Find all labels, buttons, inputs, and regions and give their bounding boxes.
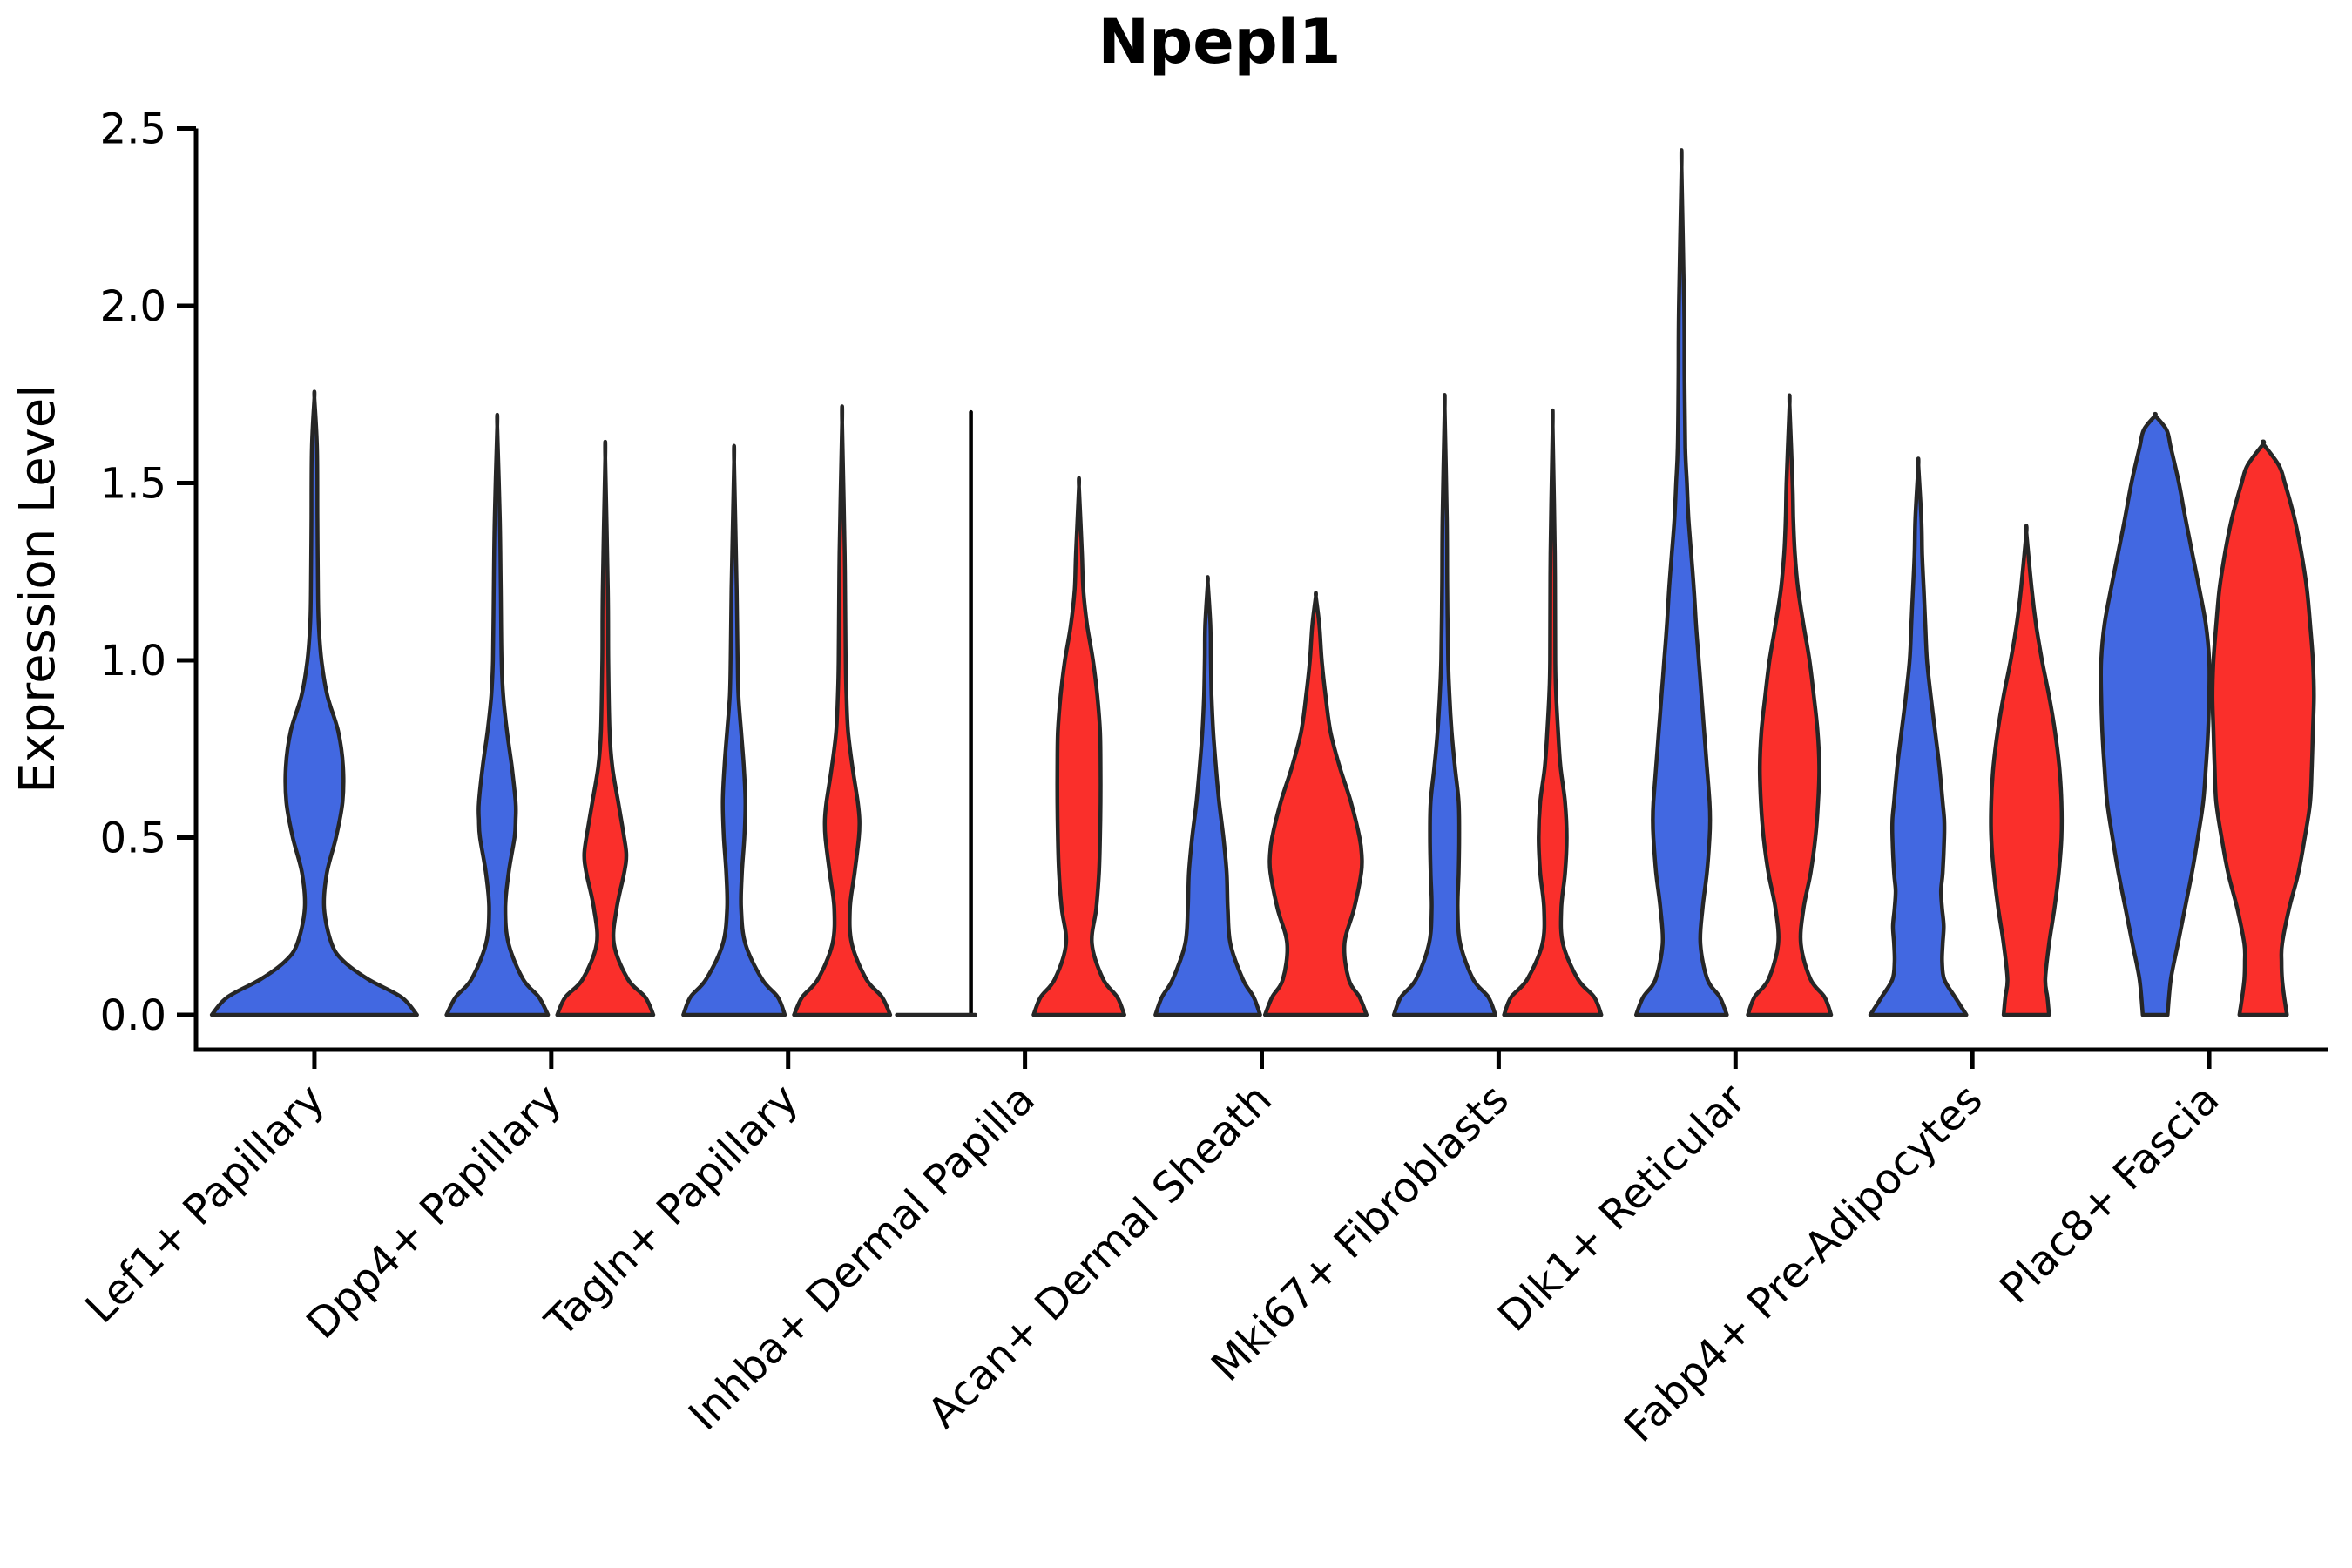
violin-dlk1-reticular-red [1746,393,1834,1017]
x-tick-label-plac8-fascia: Plac8+ Fascia [1990,1075,2229,1314]
violin-fabp4-pre-adipocytes-blue [1868,456,1969,1017]
x-tick-label-lef1-papillary: Lef1+ Papillary [76,1075,334,1333]
y-tick-label-2.5: 2.5 [100,105,166,154]
violin-inhba-dermal-papilla-red [1031,476,1126,1017]
violin-fabp4-pre-adipocytes-red [1989,524,2065,1017]
chart-title: Npepl1 [1098,6,1342,78]
x-tick-label-dpp4-papillary: Dpp4+ Papillary [297,1075,571,1348]
violin-dlk1-reticular-blue [1633,148,1729,1017]
violin-dpp4-papillary-red [555,439,656,1017]
violin-lef1-papillary-blue [209,389,419,1017]
violin-plac8-fascia-red [2210,439,2316,1017]
violin-acan-dermal-sheath-red [1262,591,1369,1017]
violin-tagln-papillary-red [792,404,893,1017]
y-tick-label-0.5: 0.5 [100,814,166,863]
y-tick-label-0.0: 0.0 [100,991,166,1040]
x-tick-label-dlk1-reticular: Dlk1+ Reticular [1489,1075,1755,1342]
violin-acan-dermal-sheath-blue [1153,575,1262,1017]
y-tick-label-1.0: 1.0 [100,637,166,686]
violin-dpp4-papillary-blue [444,412,551,1017]
violin-layer [209,148,2316,1017]
y-tick-label-1.5: 1.5 [100,460,166,509]
y-axis-label: Expression Level [10,384,66,794]
violin-mki67-fibroblasts-red [1502,408,1604,1017]
violin-tagln-papillary-blue [681,443,787,1017]
y-tick-label-2.0: 2.0 [100,282,166,331]
violin-mki67-fibroblasts-blue [1391,393,1497,1017]
violin-plac8-fascia-blue [2099,411,2212,1017]
x-tick-label-tagln-papillary: Tagln+ Papillary [536,1075,808,1347]
